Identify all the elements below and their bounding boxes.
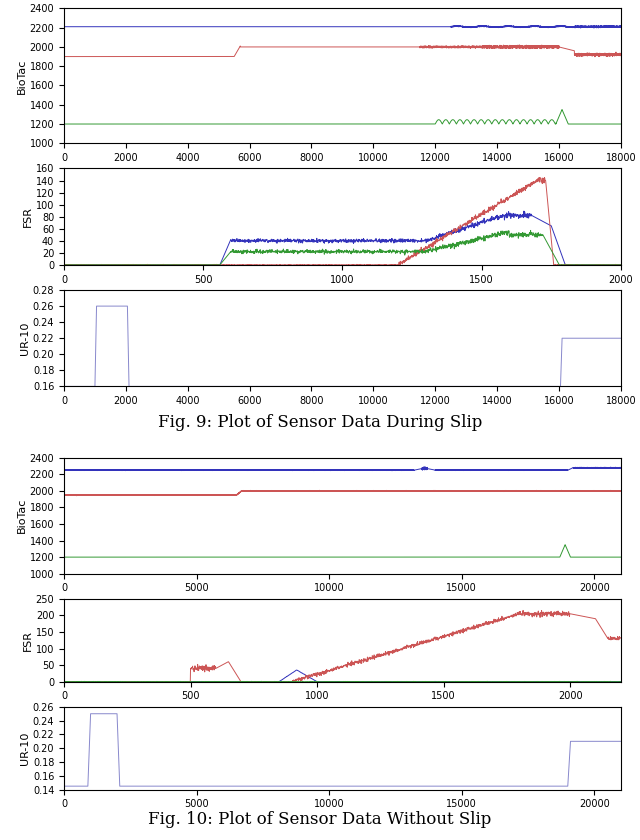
Y-axis label: BioTac: BioTac <box>17 498 27 533</box>
Y-axis label: UR-10: UR-10 <box>20 322 30 355</box>
Text: Fig. 10: Plot of Sensor Data Without Slip: Fig. 10: Plot of Sensor Data Without Sli… <box>148 811 492 827</box>
Y-axis label: BioTac: BioTac <box>17 58 27 93</box>
Text: Fig. 9: Plot of Sensor Data During Slip: Fig. 9: Plot of Sensor Data During Slip <box>158 413 482 431</box>
Y-axis label: FSR: FSR <box>23 206 33 227</box>
Y-axis label: UR-10: UR-10 <box>20 732 30 765</box>
Y-axis label: FSR: FSR <box>23 630 33 651</box>
